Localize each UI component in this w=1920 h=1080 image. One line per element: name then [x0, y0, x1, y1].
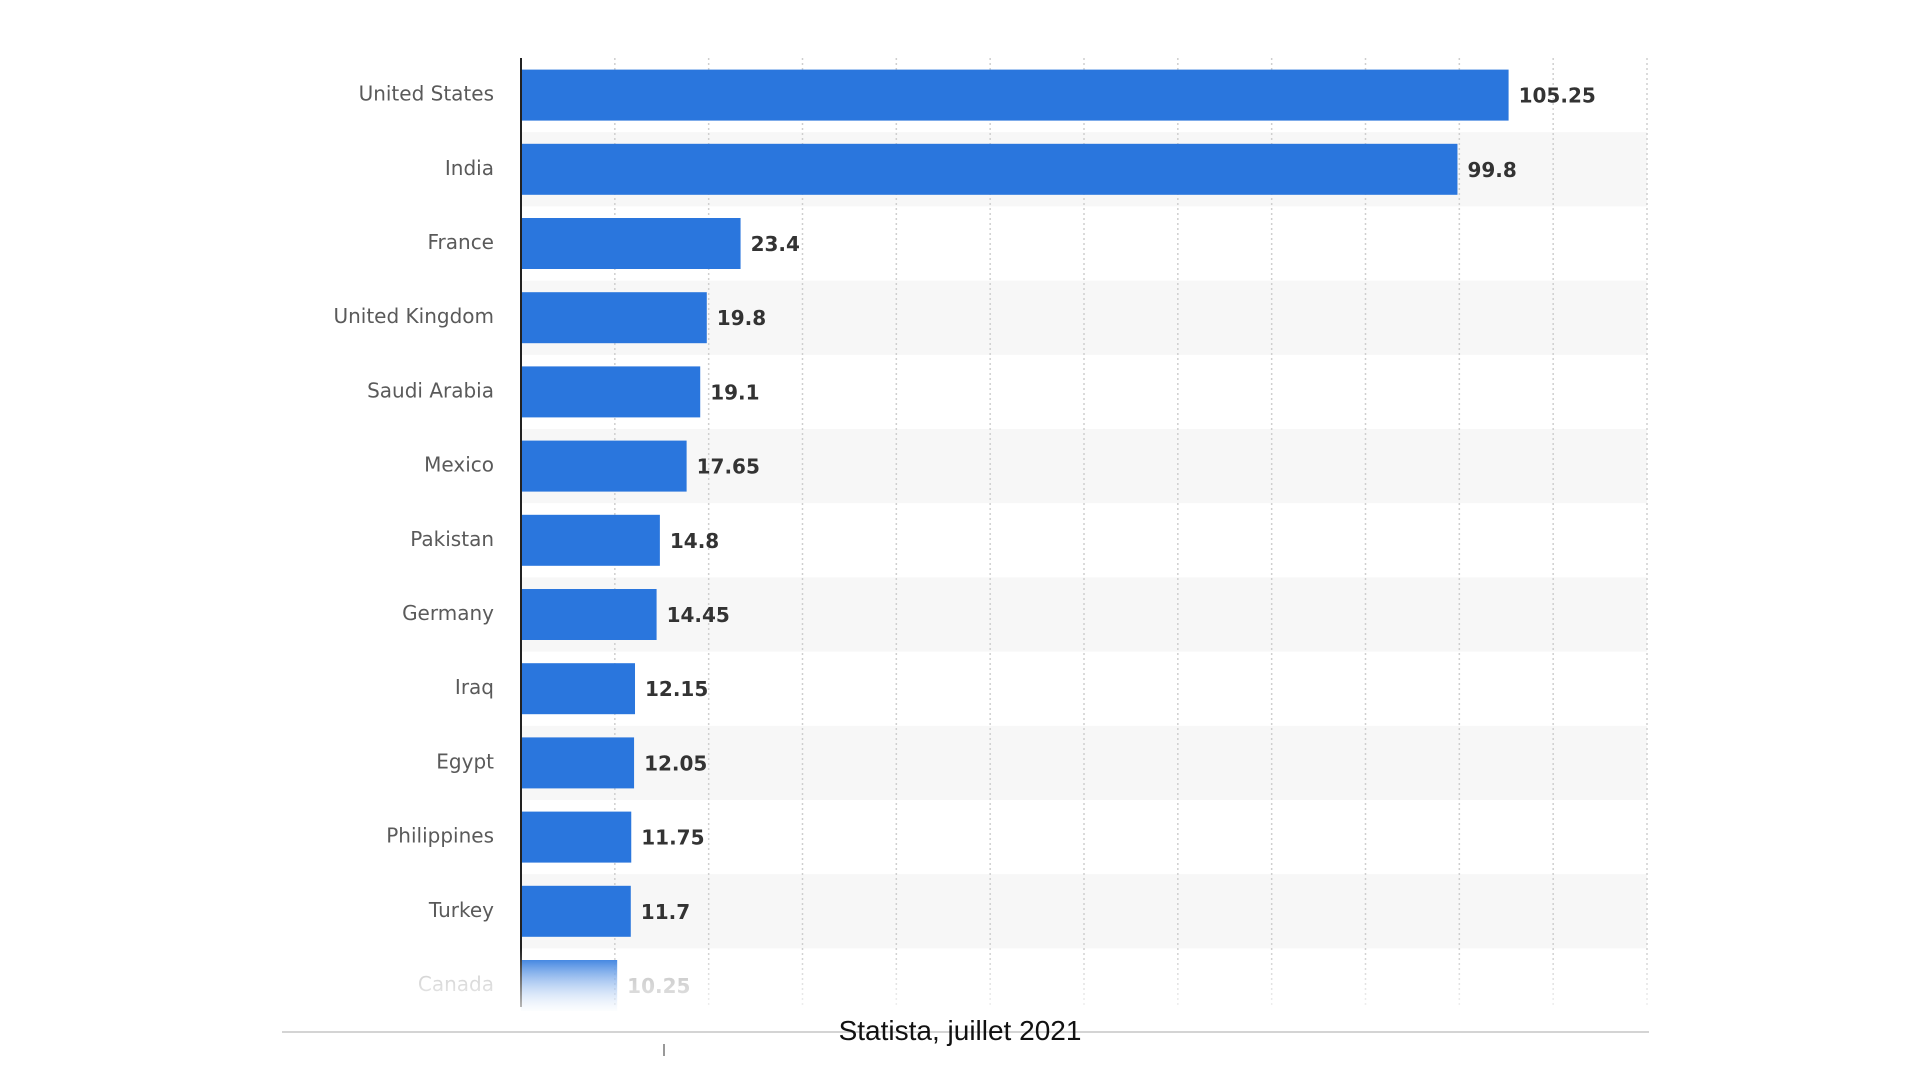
value-label: 105.25 [1519, 84, 1596, 108]
category-label: Philippines [386, 824, 494, 848]
bar [521, 218, 741, 269]
bar [521, 737, 635, 789]
value-label: 12.15 [645, 677, 708, 701]
bar [521, 663, 636, 715]
bar [521, 143, 1458, 195]
bar [521, 589, 657, 640]
category-label: Turkey [428, 898, 494, 922]
category-label: Pakistan [410, 527, 494, 551]
row-band [521, 429, 1647, 504]
category-labels: United States India France United Kingdom Sa… [333, 82, 494, 996]
value-label: 11.7 [641, 900, 690, 924]
value-label: 99.8 [1467, 158, 1516, 182]
category-label: France [427, 230, 494, 254]
value-label: 23.4 [751, 232, 800, 256]
bar [521, 366, 701, 418]
value-label: 14.45 [667, 603, 730, 627]
value-labels: 105.25 99.8 23.4 19.8 19.1 17.65 14.8 14.45 12.1… [627, 84, 1596, 998]
category-label: Iraq [455, 675, 494, 699]
value-label: 19.1 [710, 380, 759, 404]
category-label: Mexico [424, 453, 494, 477]
bar [521, 440, 687, 492]
value-label: 11.75 [641, 826, 704, 850]
bar [521, 69, 1509, 121]
bar [521, 885, 631, 937]
bar [521, 811, 632, 863]
fade-overlay [300, 948, 1660, 1023]
category-label: United States [359, 82, 494, 106]
source-caption: Statista, juillet 2021 [838, 1015, 1082, 1046]
category-label: India [445, 156, 494, 180]
value-label: 14.8 [670, 529, 719, 553]
category-label: United Kingdom [333, 304, 494, 328]
row-band [521, 280, 1647, 355]
value-label: 12.05 [644, 751, 707, 775]
category-label: Germany [402, 601, 494, 625]
bar [521, 292, 707, 344]
row-band [521, 874, 1647, 949]
category-label: Egypt [436, 749, 494, 773]
value-label: 19.8 [717, 306, 766, 330]
bar [521, 514, 660, 566]
value-label: 17.65 [697, 455, 760, 479]
category-label: Saudi Arabia [367, 378, 494, 402]
